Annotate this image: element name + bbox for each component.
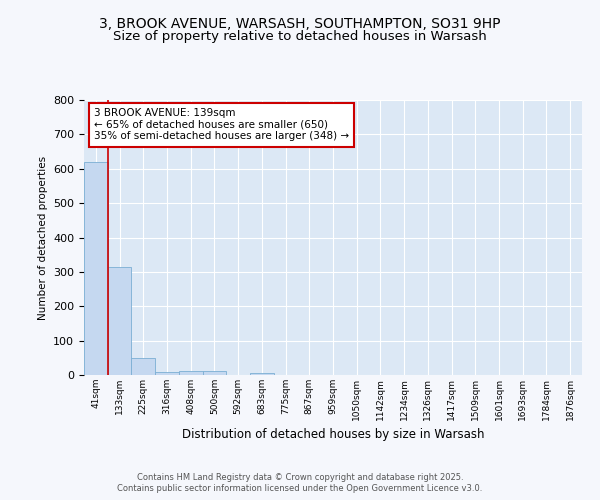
Bar <box>250 374 274 375</box>
Text: 3 BROOK AVENUE: 139sqm
← 65% of detached houses are smaller (650)
35% of semi-de: 3 BROOK AVENUE: 139sqm ← 65% of detached… <box>94 108 349 142</box>
Bar <box>131 358 155 375</box>
Bar <box>179 370 203 375</box>
Text: 3, BROOK AVENUE, WARSASH, SOUTHAMPTON, SO31 9HP: 3, BROOK AVENUE, WARSASH, SOUTHAMPTON, S… <box>99 18 501 32</box>
Bar <box>155 372 179 375</box>
Bar <box>108 266 131 375</box>
Text: Size of property relative to detached houses in Warsash: Size of property relative to detached ho… <box>113 30 487 43</box>
Bar <box>84 162 108 375</box>
X-axis label: Distribution of detached houses by size in Warsash: Distribution of detached houses by size … <box>182 428 484 441</box>
Y-axis label: Number of detached properties: Number of detached properties <box>38 156 47 320</box>
Bar <box>203 370 226 375</box>
Text: Contains HM Land Registry data © Crown copyright and database right 2025.: Contains HM Land Registry data © Crown c… <box>137 472 463 482</box>
Text: Contains public sector information licensed under the Open Government Licence v3: Contains public sector information licen… <box>118 484 482 493</box>
